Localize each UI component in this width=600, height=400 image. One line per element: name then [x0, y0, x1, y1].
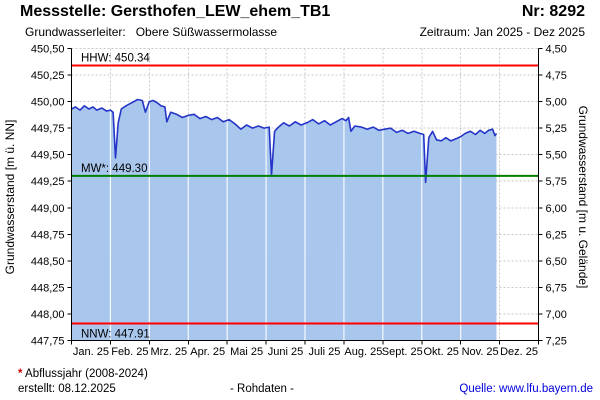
y-right-tick-label: 6,25: [546, 229, 567, 241]
axes: [67, 48, 543, 345]
aquifer-value: Obere Süßwassermolasse: [135, 25, 278, 39]
y-left-tick-label: 448,50: [31, 256, 65, 268]
y-right-tick-label: 6,00: [546, 203, 567, 215]
y-left-tick-label: 450,50: [31, 44, 65, 56]
y-axis-title-left: Grundwasserstand [m ü. NN]: [3, 120, 17, 275]
reference-lines: HHW: 450.34 MW*: 449.30 NNW: 447.91: [71, 52, 539, 341]
y-left-tick-label: 448,75: [31, 229, 65, 241]
created-date: erstellt: 08.12.2025: [18, 383, 116, 395]
footnote: * Abflussjahr (2008-2024): [18, 368, 148, 380]
x-axis-month-label: Dez. 25: [500, 346, 538, 358]
y-right-tick-label: 5,75: [546, 176, 567, 188]
y-right-tick-label: 6,50: [546, 256, 567, 268]
source-link[interactable]: Quelle: www.lfu.bayern.de: [459, 383, 593, 395]
y-right-tick-label: 5,25: [546, 123, 567, 135]
x-axis-month-label: Apr. 25: [190, 346, 225, 358]
y-left-tick-label: 449,50: [31, 150, 65, 162]
x-axis-month-label: Mai 25: [230, 346, 263, 358]
x-axis-month-label: Aug. 25: [344, 346, 382, 358]
groundwater-area-fill: [71, 99, 497, 341]
x-axis-month-label: Nov. 25: [462, 346, 499, 358]
y-axis-title-right: Grundwasserstand [m u. Gelände]: [576, 106, 590, 289]
ref-line-label-hhw: HHW: 450.34: [81, 52, 150, 64]
aquifer-label: Grundwasserleiter:: [25, 25, 126, 39]
tick-labels: 450,50 4,50 450,25 4,75 450,00 5,00 449,75 5,25…: [31, 44, 567, 359]
x-axis-month-label: Juli 25: [309, 346, 341, 358]
y-left-tick-label: 450,25: [31, 70, 65, 82]
footnote-asterisk: *: [18, 368, 23, 380]
y-left-tick-label: 447,75: [31, 336, 65, 348]
y-left-tick-label: 449,00: [31, 203, 65, 215]
y-left-tick-label: 448,25: [31, 282, 65, 294]
ref-line-label-nnw: NNW: 447.91: [81, 329, 150, 341]
y-left-tick-label: 450,00: [31, 97, 65, 109]
y-right-tick-label: 4,50: [546, 44, 567, 56]
x-axis-month-label: Juni 25: [268, 346, 303, 358]
period-label: Zeitraum: Jan 2025 - Dez 2025: [419, 25, 585, 39]
data-type-label: - Rohdaten -: [230, 383, 294, 395]
x-axis-month-label: Feb. 25: [111, 346, 148, 358]
x-axis-month-label: Sept. 25: [382, 346, 423, 358]
y-right-tick-label: 6,75: [546, 282, 567, 294]
source-credit: Quelle: www.lfu.bayern.de: [459, 383, 593, 395]
station-number: Nr: 8292: [521, 3, 585, 20]
y-right-tick-label: 7,25: [546, 336, 567, 348]
x-axis-month-label: Mrz. 25: [150, 346, 187, 358]
x-axis-month-label: Jan. 25: [73, 346, 109, 358]
ref-line-label-mw: MW*: 449.30: [81, 163, 147, 175]
month-separator-lines: [109, 99, 462, 341]
aquifer-row: Grundwasserleiter: Obere Süßwassermolasse: [25, 25, 277, 39]
y-right-tick-label: 5,00: [546, 97, 567, 109]
y-right-tick-label: 4,75: [546, 70, 567, 82]
y-right-tick-label: 5,50: [546, 150, 567, 162]
y-left-tick-label: 449,75: [31, 123, 65, 135]
y-left-tick-label: 448,00: [31, 309, 65, 321]
groundwater-line: [71, 98, 498, 184]
y-left-tick-label: 449,25: [31, 176, 65, 188]
x-axis-month-label: Okt. 25: [423, 346, 458, 358]
y-right-tick-label: 7,00: [546, 309, 567, 321]
page-title: Messstelle: Gersthofen_LEW_ehem_TB1: [20, 3, 331, 20]
footnote-text: Abflussjahr (2008-2024): [25, 368, 148, 380]
